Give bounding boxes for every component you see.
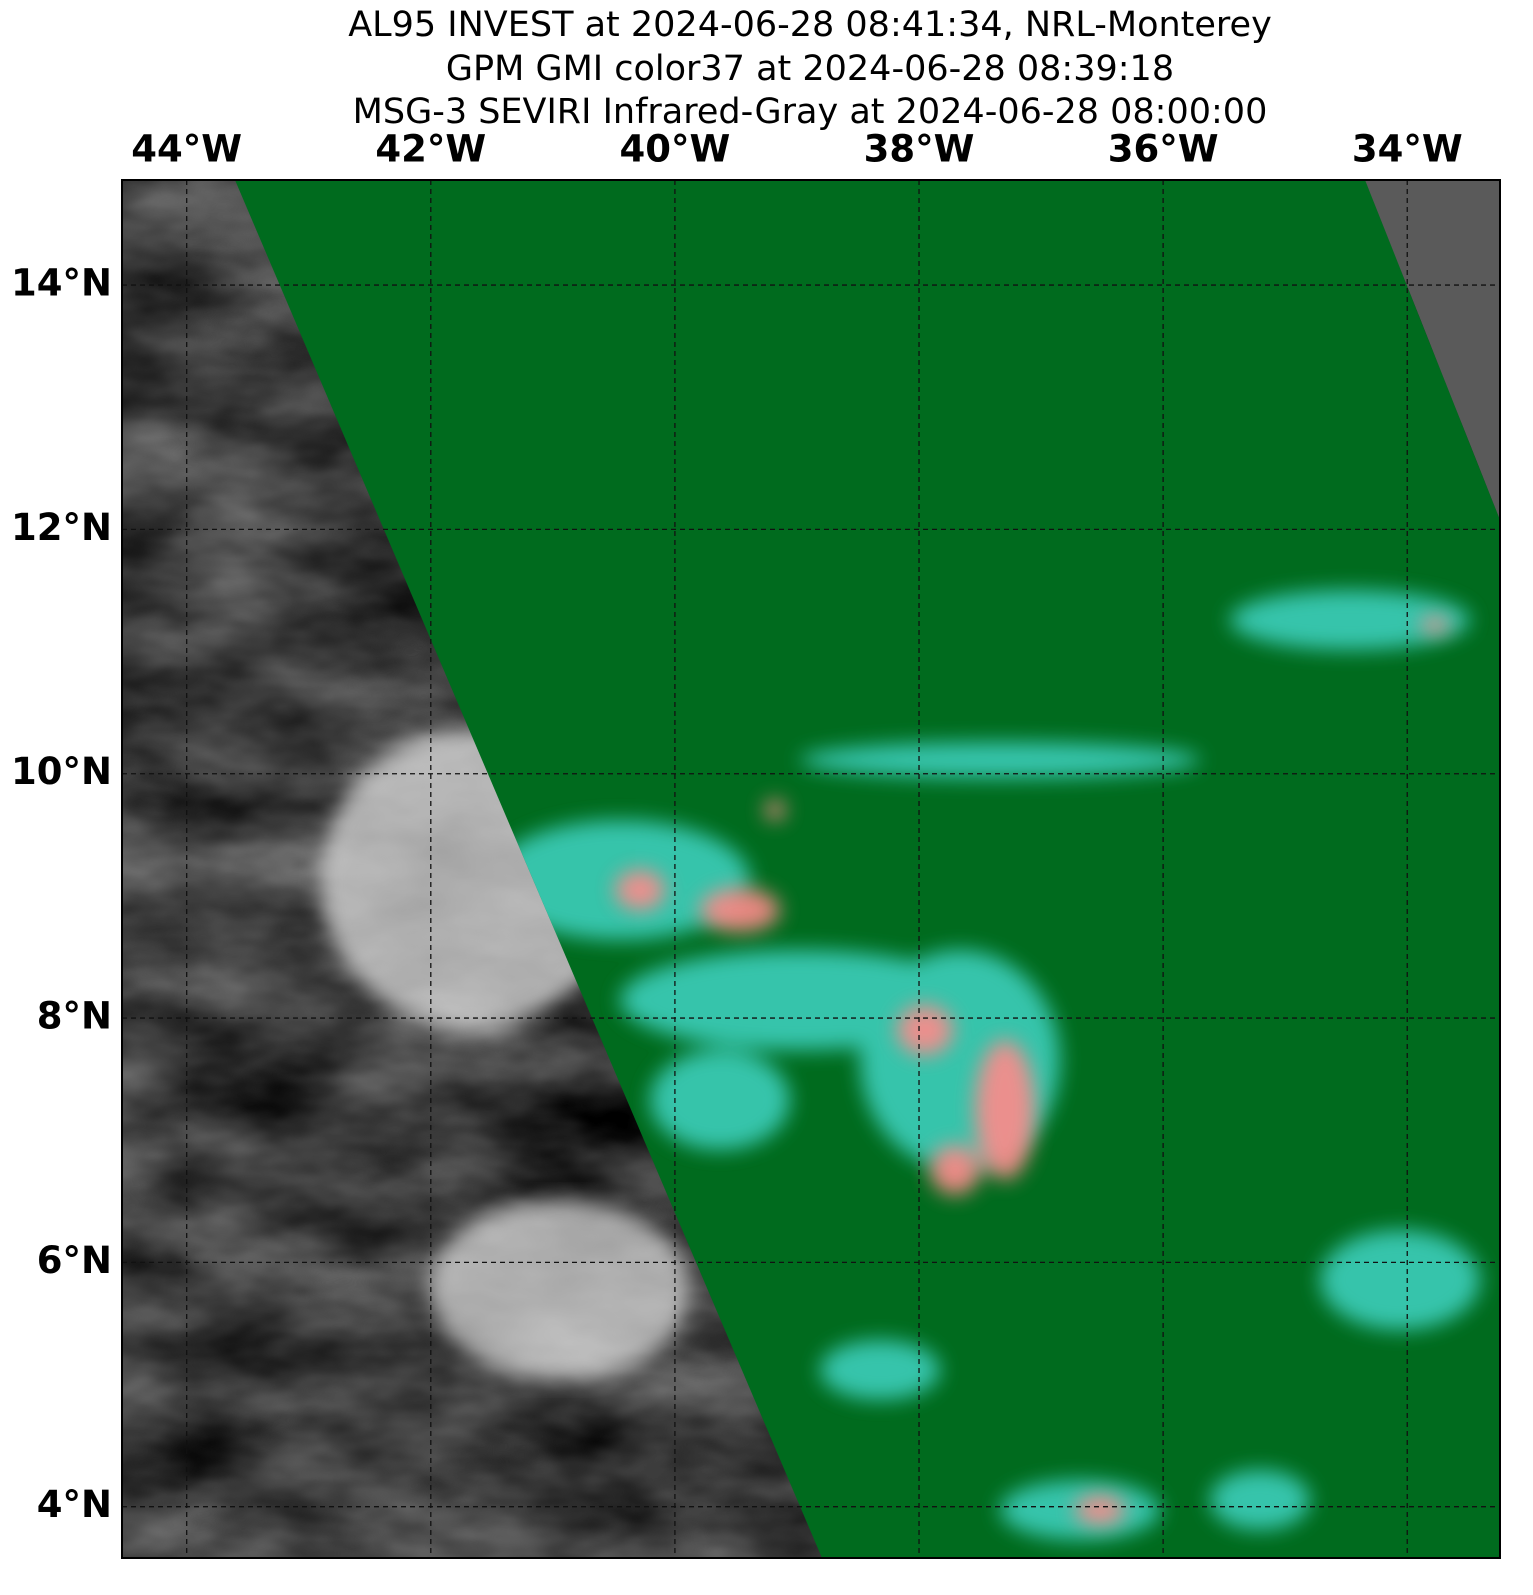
x-tick-label: 40°W	[620, 128, 731, 171]
graticule: 44°W 42°W 40°W 38°W 36°W 34°W 14°N 12°N 10°N 8°N 6…	[11, 128, 1500, 1558]
y-tick-label: 10°N	[11, 750, 112, 793]
x-tick-label: 44°W	[131, 128, 242, 171]
y-tick-label: 6°N	[37, 1239, 112, 1282]
plot-frame	[121, 179, 1501, 1559]
y-tick-label: 8°N	[37, 995, 112, 1038]
ir-cloud	[430, 1200, 690, 1380]
title-line: MSG-3 SEVIRI Infrared-Gray at 2024-06-28…	[353, 92, 1268, 132]
y-tick-label: 4°N	[37, 1483, 112, 1526]
pink-features	[615, 617, 1450, 1525]
title-line: AL95 INVEST at 2024-06-28 08:41:34, NRL-…	[348, 5, 1272, 45]
title-line: GPM GMI color37 at 2024-06-28 08:39:18	[446, 49, 1174, 89]
y-tick-label: 12°N	[11, 506, 112, 549]
x-tick-label: 34°W	[1352, 128, 1463, 171]
x-tick-label: 42°W	[375, 128, 486, 171]
x-tick-label: 38°W	[864, 128, 975, 171]
x-tick-label: 36°W	[1108, 128, 1219, 171]
cyan-features	[490, 590, 1480, 1540]
imagery	[122, 180, 1500, 1558]
y-tick-label: 14°N	[11, 262, 112, 305]
